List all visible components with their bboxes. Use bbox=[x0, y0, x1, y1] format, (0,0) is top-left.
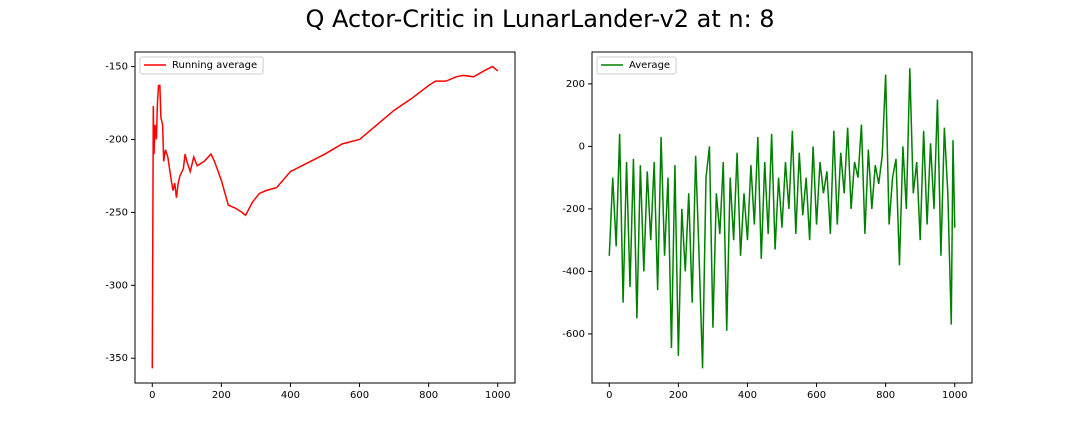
x-tick-label: 0 bbox=[606, 390, 612, 401]
data-line bbox=[608, 68, 956, 369]
x-tick-label: 800 bbox=[876, 390, 895, 401]
figure-title: Q Actor-Critic in LunarLander-v2 at n: 8 bbox=[305, 5, 774, 33]
y-tick-label: -200 bbox=[105, 134, 128, 145]
legend-box bbox=[596, 56, 677, 75]
y-tick-label: 0 bbox=[579, 141, 585, 152]
x-tick-label: 400 bbox=[281, 390, 300, 401]
axes-frame bbox=[134, 51, 516, 384]
x-tick-label: 0 bbox=[149, 390, 155, 401]
legend-box bbox=[139, 56, 264, 75]
x-tick-label: 200 bbox=[212, 390, 231, 401]
x-tick-label: 400 bbox=[738, 390, 757, 401]
x-tick-label: 1000 bbox=[942, 390, 967, 401]
legend-label: Running average bbox=[172, 60, 257, 71]
y-tick-label: -250 bbox=[105, 207, 128, 218]
y-tick-label: -350 bbox=[105, 353, 128, 364]
legend-label: Average bbox=[629, 60, 670, 71]
y-tick-label: -150 bbox=[105, 62, 128, 73]
x-tick-label: 800 bbox=[419, 390, 438, 401]
x-tick-label: 600 bbox=[350, 390, 369, 401]
axes-frame bbox=[591, 51, 973, 384]
y-tick-label: -300 bbox=[105, 280, 128, 291]
y-tick-label: -400 bbox=[562, 266, 585, 277]
y-tick-label: -200 bbox=[562, 204, 585, 215]
y-tick-label: -600 bbox=[562, 329, 585, 340]
data-line bbox=[151, 65, 499, 369]
y-tick-label: 200 bbox=[566, 79, 585, 90]
x-tick-label: 1000 bbox=[485, 390, 510, 401]
x-tick-label: 200 bbox=[669, 390, 688, 401]
x-tick-label: 600 bbox=[807, 390, 826, 401]
